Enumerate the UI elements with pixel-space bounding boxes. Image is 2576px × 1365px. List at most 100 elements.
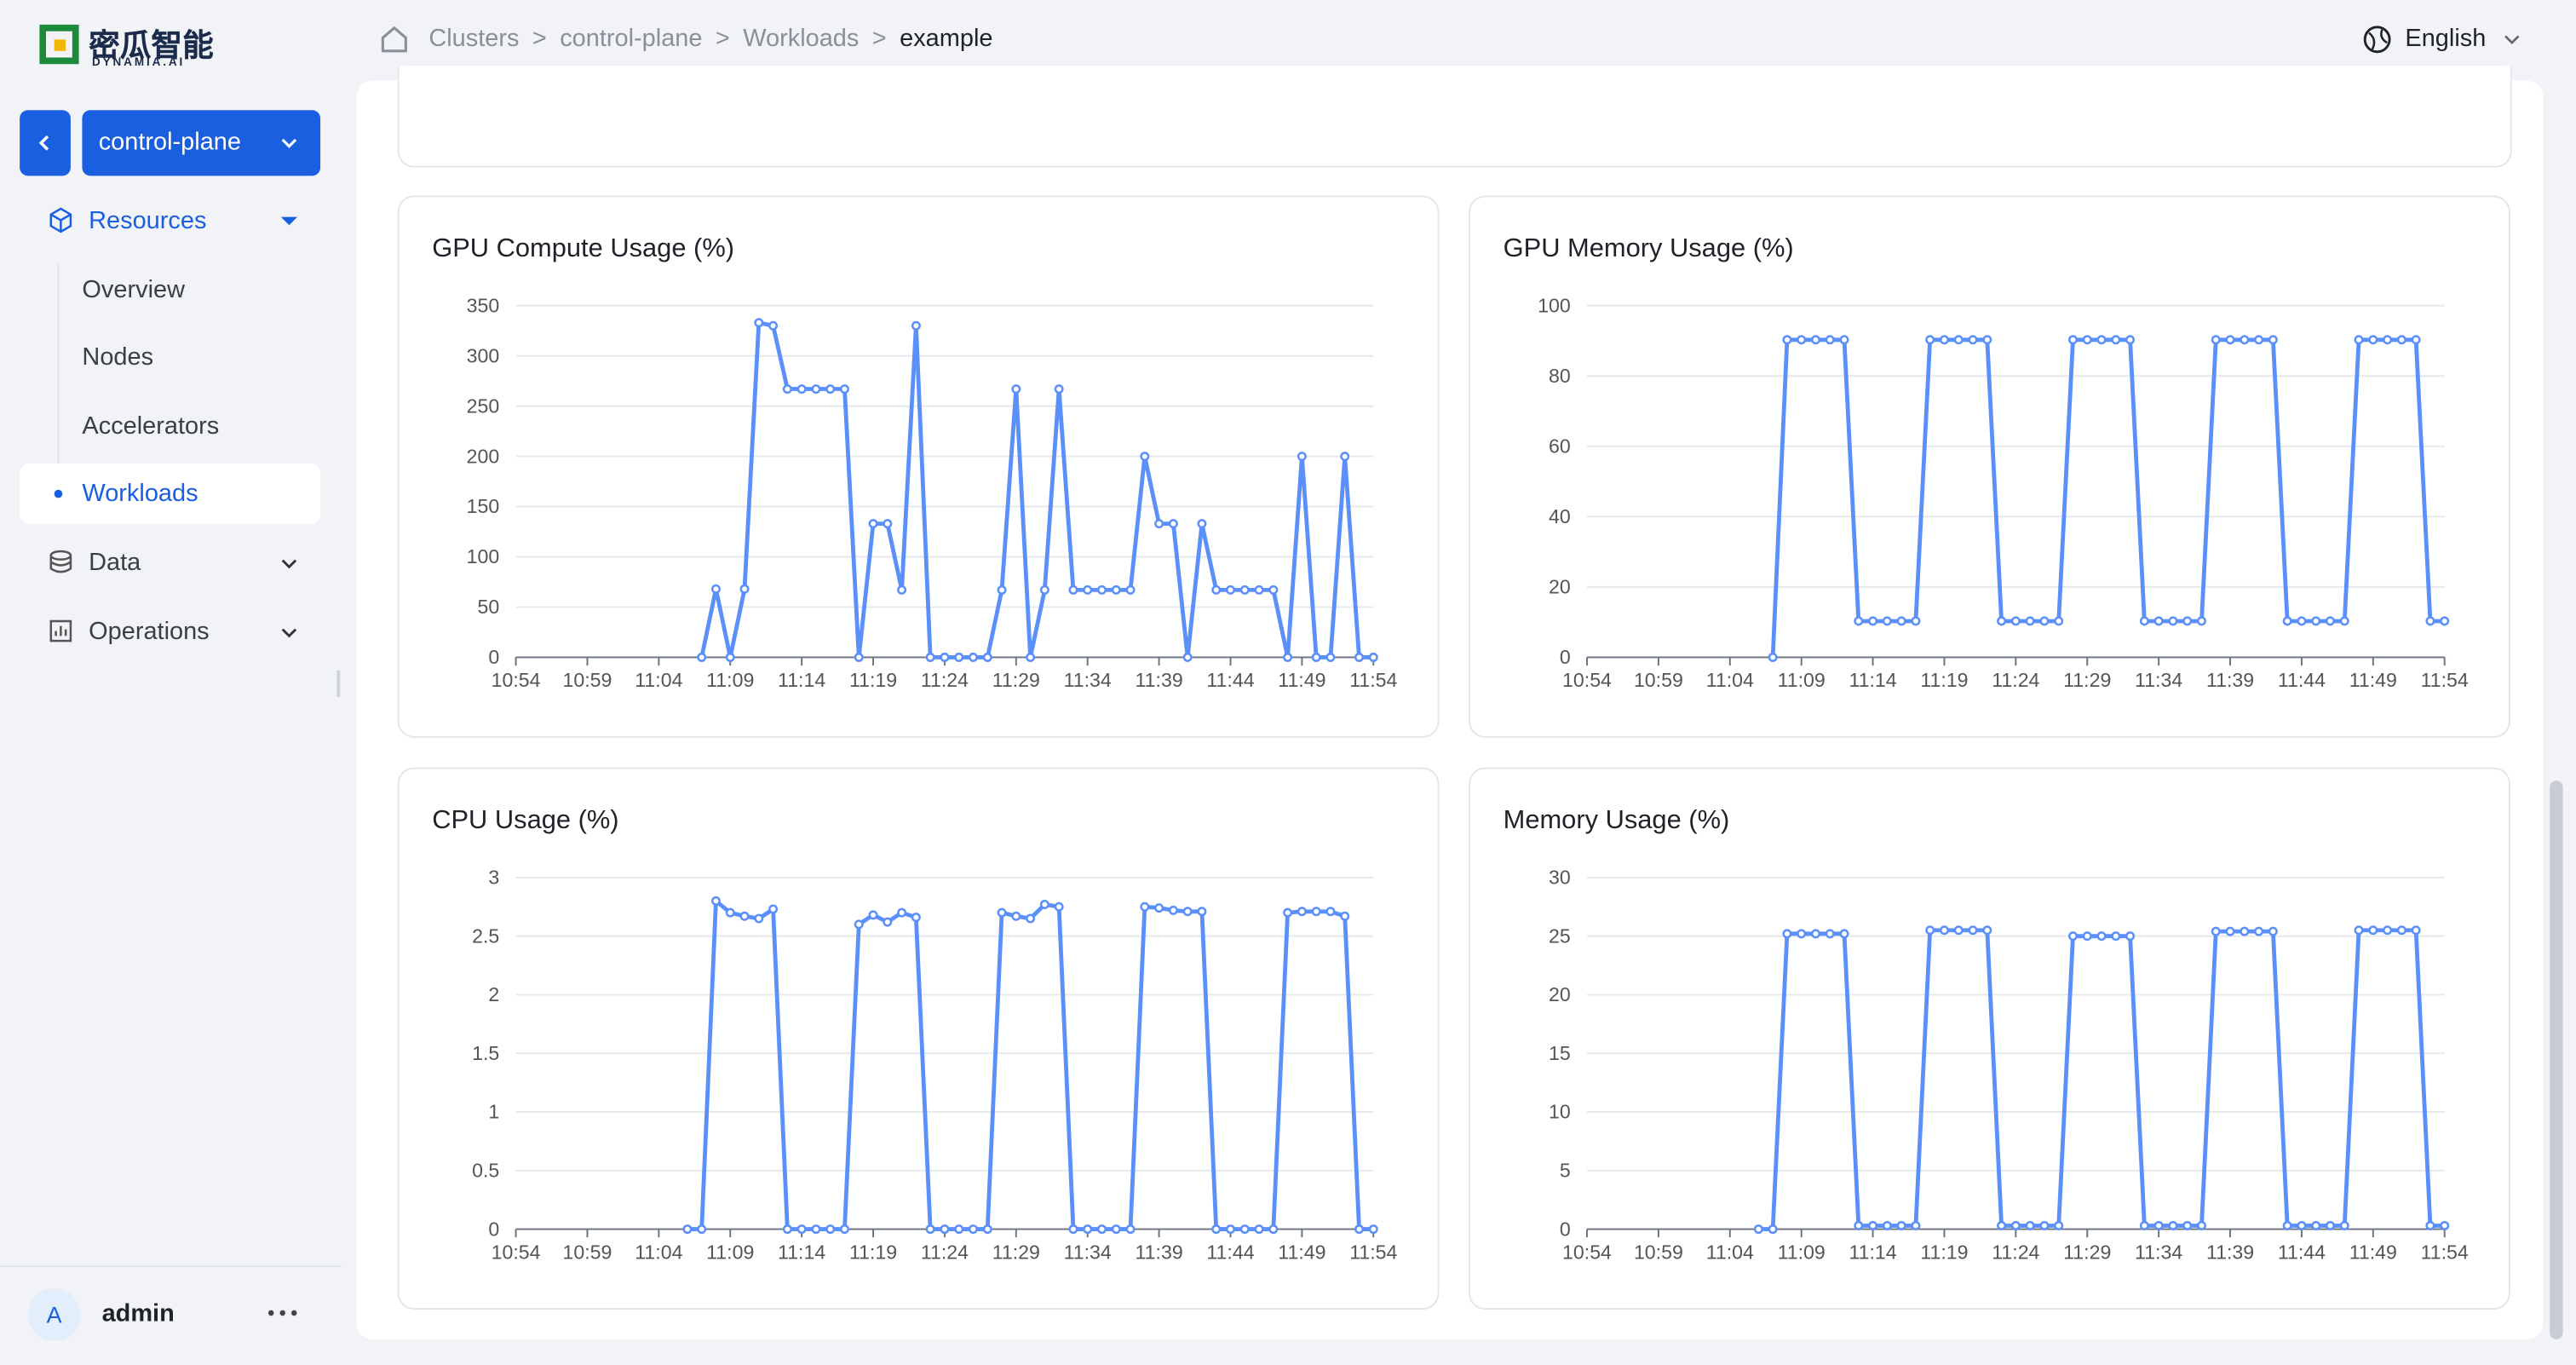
x-tick-label: 11:24 <box>921 669 969 691</box>
chart: GPU Memory Usage (%) 0 20 40 60 80 100 10:54 10:… <box>1504 233 2469 691</box>
data-point <box>1182 907 1193 917</box>
more-button[interactable] <box>266 1306 299 1319</box>
data-point <box>1197 519 1207 529</box>
data-point <box>1810 929 1820 939</box>
y-tick-label: 350 <box>467 294 500 316</box>
submenu-item[interactable]: Nodes <box>82 343 154 371</box>
data-point <box>1226 585 1235 595</box>
submenu-item[interactable]: Overview <box>82 275 185 304</box>
data-point <box>954 652 964 662</box>
x-tick-label: 11:44 <box>1206 669 1254 691</box>
data-point <box>1211 585 1222 595</box>
submenu-item-active[interactable]: Workloads <box>82 480 198 508</box>
data-point <box>2240 926 2250 936</box>
data-point <box>1211 1224 1222 1235</box>
data-point <box>2182 1220 2193 1230</box>
scrollbar[interactable] <box>2550 780 2563 1339</box>
crumb[interactable]: Workloads <box>743 24 860 53</box>
data-point <box>2067 335 2078 345</box>
ops-icon <box>49 619 72 642</box>
cluster-select[interactable]: control-plane <box>82 110 321 176</box>
data-point <box>1997 1220 2007 1230</box>
data-point <box>1026 652 1036 662</box>
language[interactable]: English <box>2405 24 2487 53</box>
data-point <box>940 652 950 662</box>
x-tick-label: 11:49 <box>1278 669 1325 691</box>
back-button[interactable] <box>20 110 71 176</box>
data-point <box>1839 929 1849 939</box>
data-point <box>1239 585 1250 595</box>
x-tick-label: 10:59 <box>1634 1241 1683 1263</box>
y-tick-label: 100 <box>1538 294 1571 316</box>
data-point <box>2297 1220 2307 1230</box>
menu-item[interactable]: Operations <box>89 618 210 646</box>
menu-item[interactable]: Data <box>89 549 141 577</box>
data-point <box>925 652 935 662</box>
data-point <box>1096 1224 1107 1235</box>
data-point <box>825 384 836 395</box>
chart-title: GPU Memory Usage (%) <box>1504 233 1794 262</box>
data-point <box>1297 907 1307 917</box>
data-point <box>1896 616 1906 626</box>
data-point <box>1797 929 1807 939</box>
y-tick-label: 0.5 <box>472 1159 499 1181</box>
data-point <box>2225 926 2235 936</box>
data-point <box>2196 1220 2206 1230</box>
submenu-item[interactable]: Accelerators <box>82 412 220 441</box>
data-point <box>2354 335 2364 345</box>
x-tick-label: 11:09 <box>1778 669 1826 691</box>
data-point <box>1182 652 1193 662</box>
x-tick-label: 11:04 <box>635 1241 682 1263</box>
crumb-current: example <box>900 24 993 53</box>
chart-card: GPU Memory Usage (%) 0 20 40 60 80 100 10:54 10:… <box>1469 195 2510 738</box>
x-tick-label: 11:24 <box>921 1241 969 1263</box>
data-point <box>1368 1224 1378 1235</box>
data-point <box>2082 335 2092 345</box>
y-tick-label: 250 <box>467 395 500 417</box>
x-tick-label: 11:09 <box>706 1241 754 1263</box>
data-point <box>1825 335 1835 345</box>
y-tick-label: 300 <box>467 344 500 366</box>
data-point <box>2211 926 2221 936</box>
data-point <box>1797 335 1807 345</box>
menu-item[interactable]: Resources <box>89 206 207 235</box>
y-tick-label: 3 <box>488 867 499 889</box>
data-point <box>768 320 779 331</box>
data-point <box>1283 907 1293 918</box>
chart: CPU Usage (%) 0 0.5 1 1.5 2 2.5 3 10:54 10:59 11:0… <box>432 804 1397 1263</box>
data-point <box>2153 1220 2164 1230</box>
data-point <box>1868 1220 1878 1230</box>
crumb[interactable]: Clusters <box>428 24 520 53</box>
data-point <box>739 911 750 921</box>
avatar[interactable]: A <box>27 1287 81 1341</box>
y-tick-label: 60 <box>1549 435 1571 458</box>
breadcrumb: Clusters > control-plane > Workloads > e… <box>428 25 992 53</box>
x-tick-label: 11:44 <box>2278 669 2326 691</box>
x-tick-label: 11:19 <box>849 669 897 691</box>
home-icon[interactable] <box>379 25 409 55</box>
y-tick-label: 25 <box>1549 924 1571 947</box>
x-tick-label: 11:34 <box>1064 669 1112 691</box>
selected-item-bg <box>20 463 321 525</box>
data-point <box>796 384 807 395</box>
data-point <box>2096 931 2107 942</box>
x-tick-label: 11:54 <box>1349 1241 1397 1263</box>
data-point <box>1111 585 1121 595</box>
data-point <box>868 910 878 920</box>
data-point <box>982 1224 992 1235</box>
data-point <box>1939 335 1949 345</box>
x-tick-label: 10:54 <box>492 669 541 691</box>
data-point <box>2025 1220 2035 1230</box>
data-point <box>1297 452 1307 462</box>
data-point <box>1925 335 1935 345</box>
data-point <box>2111 335 2121 345</box>
data-point <box>2383 335 2393 345</box>
data-point <box>1354 652 1365 662</box>
x-tick-label: 10:54 <box>1562 669 1612 691</box>
x-tick-label: 11:09 <box>706 669 754 691</box>
y-tick-label: 30 <box>1549 867 1571 889</box>
data-point <box>1283 652 1293 662</box>
crumb[interactable]: control-plane <box>560 24 703 53</box>
chart-title: GPU Compute Usage (%) <box>432 233 734 262</box>
data-point <box>2082 931 2092 942</box>
